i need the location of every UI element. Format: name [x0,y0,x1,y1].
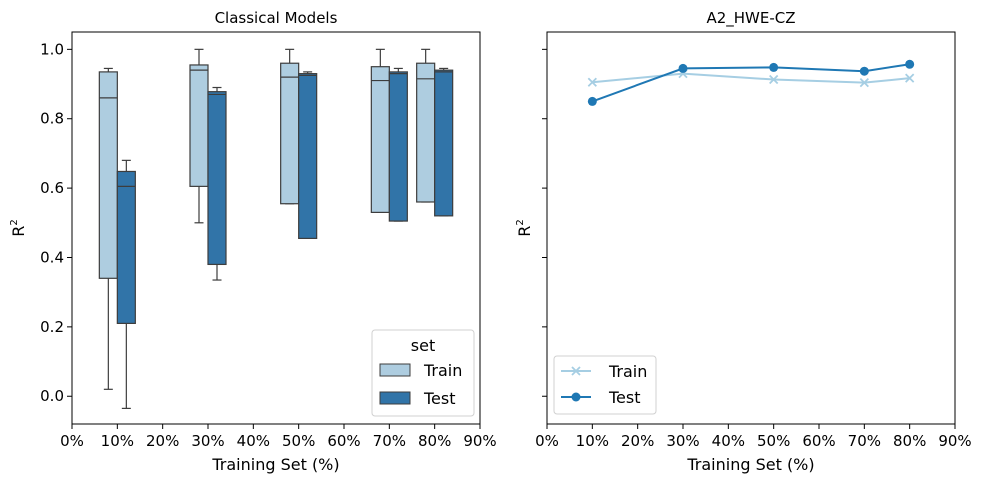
chart-panel-a2-hwe-cz: A2_HWE-CZ 0% 10% 20% 30% 40% 50% 60% 70% 80% 90% … [515,9,972,474]
box-iqr [298,73,318,240]
x-axis-label: Training Set (%) [686,455,814,474]
chart-title: Classical Models [215,9,338,27]
y-tick-label: 0.0 [40,387,64,405]
axes-frame [546,31,956,425]
data-point-train [769,74,779,85]
x-tick-label: 60% [327,432,360,450]
x-tick-label: 10% [576,432,609,450]
x-tick-label: 50% [282,432,315,450]
box-train-50 [280,48,300,205]
chart-panel-classical-models: Classical Models 0% 10% 20% 30% 40% 50% 60% 70%… [9,9,497,474]
plot-area [587,59,915,106]
y-axis-label: R2 [515,219,534,237]
box-iqr [116,170,136,324]
x-tick-label: 90% [463,432,496,450]
x-axis-ticks: 0% 10% 20% 30% 40% 50% 60% 70% 80% 90% [535,424,972,450]
x-tick-label: 90% [938,432,971,450]
x-tick-label: 30% [666,432,699,450]
x-tick-label: 40% [237,432,270,450]
x-tick-label: 10% [101,432,134,450]
data-point-test [905,59,915,69]
data-point-train [859,78,869,88]
x-tick-label: 70% [848,432,881,450]
data-point-test [678,63,688,73]
box-test-30 [207,86,227,281]
x-tick-label: 50% [757,432,790,450]
legend: Train Test [553,355,657,415]
box-iqr [434,69,454,217]
x-tick-label: 0% [60,432,84,450]
legend-label-test: Test [423,389,456,408]
x-tick-label: 20% [621,432,654,450]
box-iqr [370,66,390,213]
data-point-train [905,73,915,83]
x-tick-label: 40% [712,432,745,450]
x-axis-ticks: 0% 10% 20% 30% 40% 50% 60% 70% 80% 90% [60,424,497,450]
x-tick-label: 60% [802,432,835,450]
y-tick-label: 1.0 [40,40,64,58]
data-point-test [769,62,779,72]
box-iqr [388,71,408,222]
box-train-10 [98,67,118,390]
box-train-30 [189,48,209,224]
x-tick-label: 70% [373,432,406,450]
box-test-80 [434,67,454,217]
box-test-70 [388,67,408,222]
y-tick-label: 0.8 [40,110,64,128]
legend-label-train: Train [423,361,462,380]
data-point-train [587,77,597,87]
legend-label-test: Test [608,388,641,407]
box-iqr [207,91,227,266]
axes-frame [71,31,481,425]
box-test-50 [298,71,318,240]
legend-label-train: Train [608,362,647,381]
y-axis-ticks: 0.0 0.2 0.4 0.6 0.8 1.0 [40,40,72,405]
legend-marker-circle-icon [571,392,581,402]
x-tick-label: 80% [418,432,451,450]
box-iqr [280,62,300,205]
legend-marker-x-icon [571,366,581,376]
box-train-70 [370,48,390,213]
y-tick-label: 0.4 [40,248,64,266]
y-axis-label: R2 [9,219,28,237]
y-tick-label: 0.2 [40,318,64,336]
box-train-80 [416,48,436,203]
x-tick-label: 30% [191,432,224,450]
y-axis-ticks [542,48,547,397]
box-iqr [189,64,209,187]
box-iqr [416,62,436,203]
data-point-test [859,66,869,76]
x-tick-label: 80% [893,432,926,450]
chart-title: A2_HWE-CZ [706,9,795,28]
data-point-test [587,96,597,106]
legend: set Train Test [371,329,475,417]
plot-area [98,48,454,409]
x-tick-label: 20% [146,432,179,450]
y-tick-label: 0.6 [40,179,64,197]
legend-title: set [411,336,435,355]
box-test-10 [116,159,136,409]
x-tick-label: 0% [535,432,559,450]
legend-swatch-train [379,363,411,377]
box-iqr [98,71,118,279]
x-axis-label: Training Set (%) [211,455,339,474]
legend-swatch-test [379,391,411,405]
